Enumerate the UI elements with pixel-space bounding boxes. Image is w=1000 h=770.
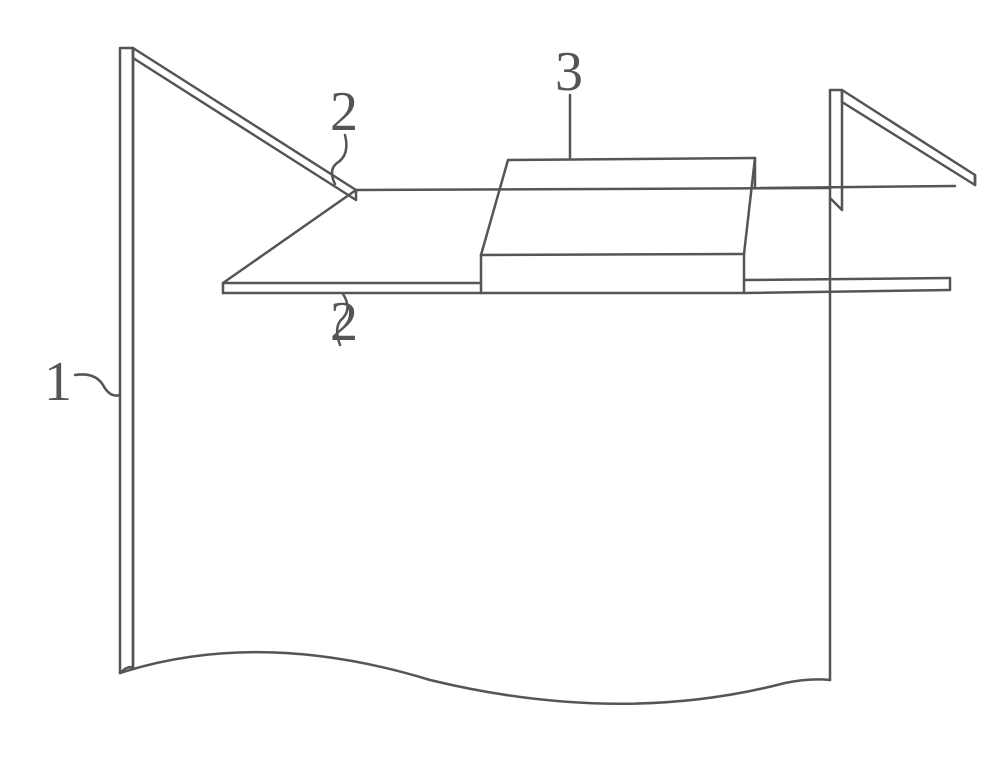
left-plate-top-diag — [133, 48, 356, 200]
beam-right-front-bot — [744, 290, 950, 293]
left-plate-back — [120, 48, 133, 673]
label-1: 1 — [44, 350, 72, 414]
right-plate-triangle — [842, 90, 975, 185]
right-plate-outline — [830, 90, 842, 210]
label-2-lower: 2 — [330, 290, 358, 354]
beam-right-front-top — [744, 278, 950, 280]
bottom-wavy — [120, 652, 830, 704]
beam-left-end — [223, 190, 356, 283]
box-top-front — [481, 254, 744, 255]
drawing-lines — [75, 48, 975, 704]
beam-right-back — [760, 186, 955, 188]
box-top-left — [481, 160, 508, 255]
label-2-upper: 2 — [330, 80, 358, 144]
box-top-right — [744, 158, 755, 254]
label-3: 3 — [555, 40, 583, 104]
box-top-back — [508, 158, 755, 160]
leader-1 — [75, 374, 120, 395]
diagram-svg — [0, 0, 1000, 770]
